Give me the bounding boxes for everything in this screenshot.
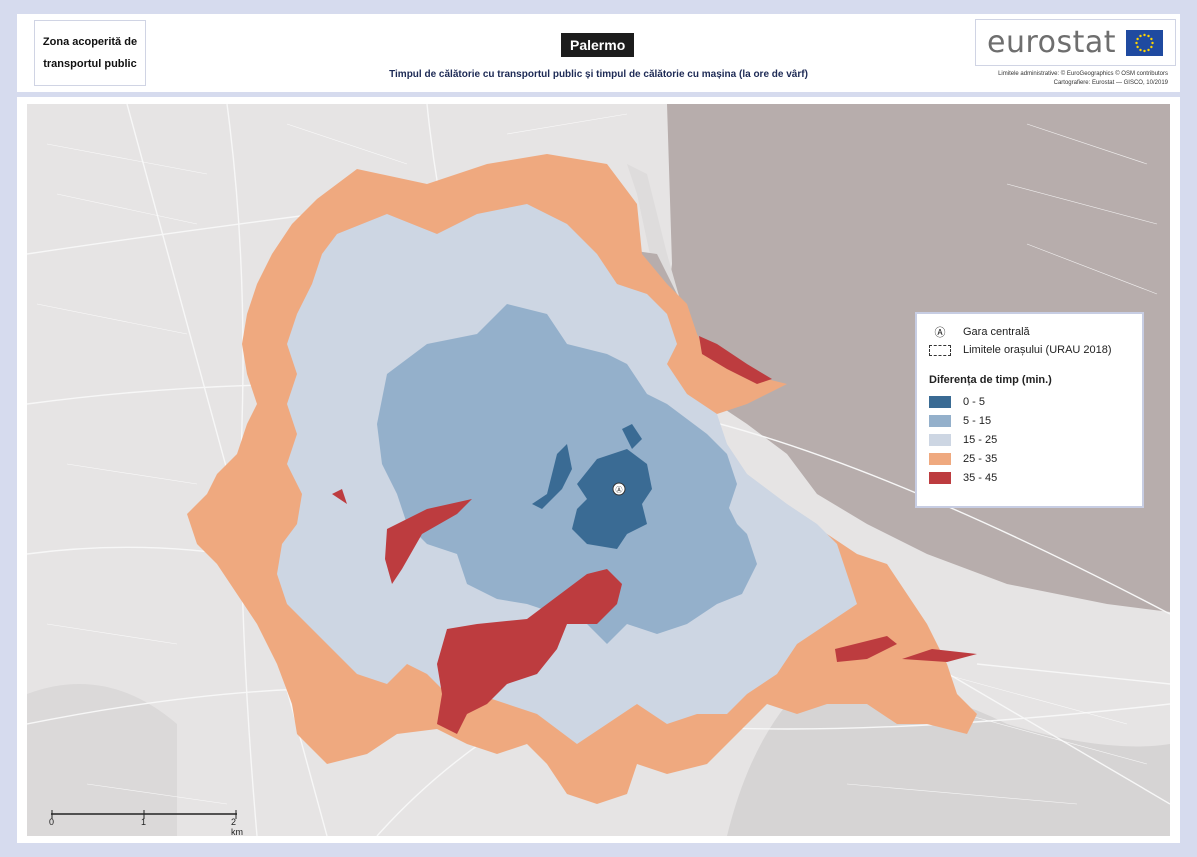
eurostat-logo: eurostat xyxy=(975,19,1176,66)
zone-35-45-e xyxy=(902,649,977,662)
legend-station-label: Gara centrală xyxy=(963,326,1030,338)
legend-swatch xyxy=(929,434,951,446)
legend-class-row: 0 - 5 xyxy=(929,396,985,408)
legend-class-label: 15 - 25 xyxy=(963,434,998,446)
legend-station-row: Ⓐ Gara centrală xyxy=(929,324,1030,340)
legend-swatch xyxy=(929,415,951,427)
credits: Limitele administrative: © EuroGeographi… xyxy=(998,70,1168,88)
legend-class-row: 5 - 15 xyxy=(929,415,991,427)
legend-class-label: 5 - 15 xyxy=(963,415,992,427)
central-station-marker[interactable]: Ⓐ xyxy=(612,482,626,496)
zone-0-5-c xyxy=(622,424,642,449)
scale-label-2: 2 km xyxy=(231,817,243,836)
zone-5-15-b xyxy=(382,404,447,474)
zone-35-45 xyxy=(437,569,622,734)
zone-0-5 xyxy=(572,449,652,549)
legend-class-label: 25 - 35 xyxy=(963,453,998,465)
station-icon: Ⓐ xyxy=(934,327,946,339)
zone-35-45-c xyxy=(699,336,772,384)
legend-class-label: 0 - 5 xyxy=(963,396,986,408)
hill-shading xyxy=(727,688,1170,836)
scale-label-1: 1 xyxy=(141,817,147,827)
zone-0-5-b xyxy=(532,444,572,509)
legend-class-label: 35 - 45 xyxy=(963,472,998,484)
coverage-label-box: Zona acoperită de transportul public xyxy=(34,20,146,86)
legend-class-row: 25 - 35 xyxy=(929,453,997,465)
svg-text:Ⓐ: Ⓐ xyxy=(616,486,623,494)
map-canvas[interactable]: Ⓐ Ⓐ Gara centrală Limitele orașului (URA… xyxy=(27,104,1170,836)
zone-35-45-b xyxy=(385,499,472,584)
legend-swatch xyxy=(929,472,951,484)
scale-bar-graphic xyxy=(51,810,237,819)
legend-boundary-label: Limitele orașului (URAU 2018) xyxy=(963,344,1112,356)
credit-line-2: Cartografiere: Eurostat — GISCO, 10/2019 xyxy=(1053,80,1168,86)
city-title: Palermo xyxy=(561,33,635,57)
map-header: Zona acoperită de transportul public Pal… xyxy=(17,14,1180,92)
legend-class-row: 35 - 45 xyxy=(929,472,997,484)
map-legend: Ⓐ Gara centrală Limitele orașului (URAU … xyxy=(915,312,1144,508)
scale-label-0: 0 xyxy=(49,817,55,827)
zone-5-15-c xyxy=(677,504,747,574)
boundary-swatch xyxy=(929,344,951,356)
legend-boundary-row: Limitele orașului (URAU 2018) xyxy=(929,344,1112,356)
eu-flag-icon xyxy=(1126,30,1163,56)
map-frame: Ⓐ Ⓐ Gara centrală Limitele orașului (URA… xyxy=(17,97,1180,843)
legend-swatch xyxy=(929,396,951,408)
hill-shading-2 xyxy=(27,684,177,836)
coverage-label-line-1: Zona acoperită de xyxy=(42,36,138,48)
zone-35-45-f xyxy=(332,489,347,504)
scale-bar: 0 1 2 km xyxy=(49,807,243,836)
legend-class-row: 15 - 25 xyxy=(929,434,997,446)
coverage-label-line-2: transportul public xyxy=(43,58,137,70)
eurostat-logo-text: eurostat xyxy=(987,25,1117,60)
zone-35-45-d xyxy=(835,636,897,662)
legend-title: Diferența de timp (min.) xyxy=(929,374,1052,386)
map-subtitle: Timpul de călătorie cu transportul publi… xyxy=(389,69,808,80)
credit-line-1: Limitele administrative: © EuroGeographi… xyxy=(998,71,1168,77)
legend-swatch xyxy=(929,453,951,465)
